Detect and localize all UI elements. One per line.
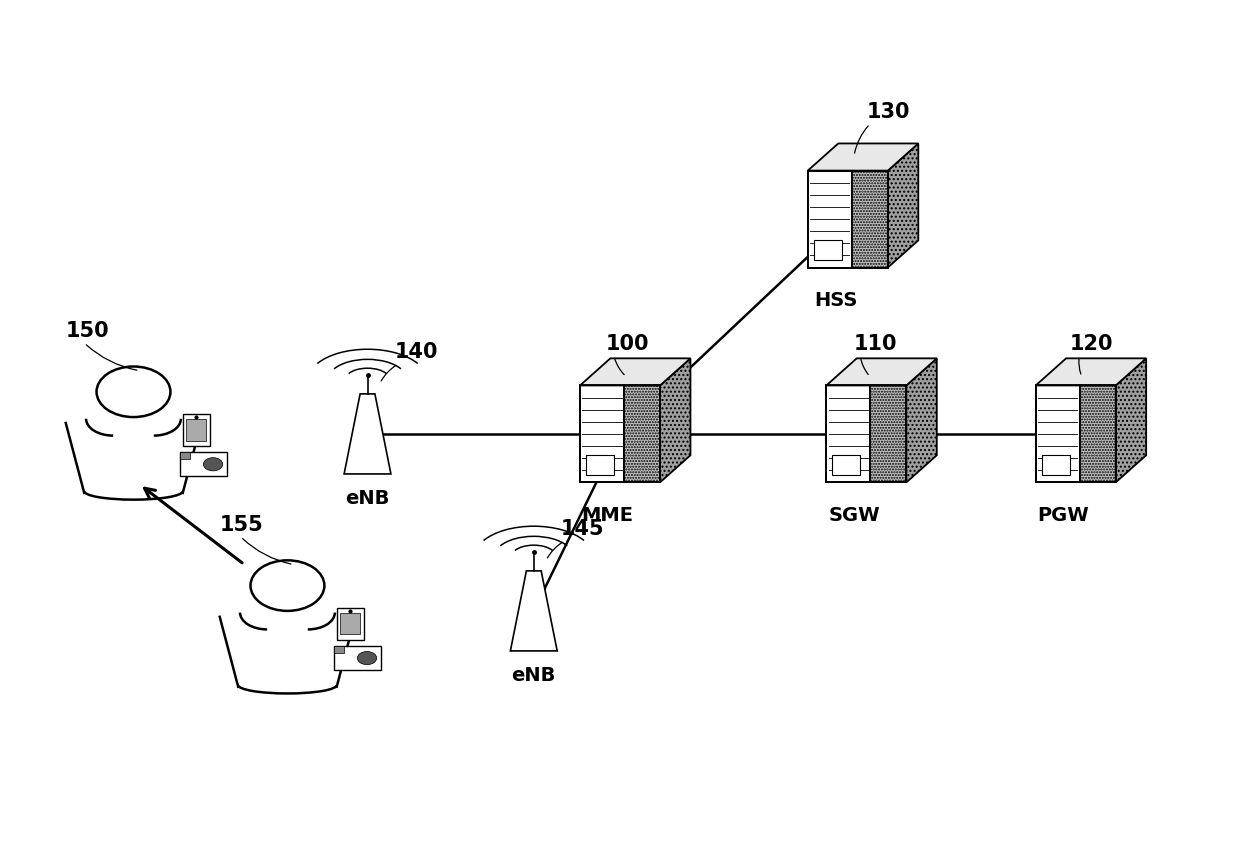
Polygon shape	[852, 170, 888, 267]
Polygon shape	[807, 144, 919, 170]
Polygon shape	[906, 358, 936, 483]
Polygon shape	[826, 358, 936, 386]
Polygon shape	[1035, 386, 1080, 483]
Text: 140: 140	[394, 342, 438, 363]
Polygon shape	[335, 646, 381, 670]
Text: SGW: SGW	[828, 505, 880, 524]
Polygon shape	[826, 386, 870, 483]
Text: PGW: PGW	[1038, 505, 1089, 524]
Text: 145: 145	[560, 519, 605, 540]
Polygon shape	[580, 358, 691, 386]
Polygon shape	[180, 453, 227, 476]
Polygon shape	[813, 240, 842, 260]
Text: eNB: eNB	[512, 665, 556, 685]
Text: 155: 155	[219, 515, 263, 535]
Text: 100: 100	[605, 334, 649, 354]
Polygon shape	[870, 386, 906, 483]
Polygon shape	[511, 571, 557, 651]
Text: 120: 120	[1070, 334, 1114, 354]
Text: HSS: HSS	[813, 291, 857, 310]
Text: 130: 130	[867, 102, 910, 123]
Polygon shape	[337, 608, 363, 640]
Polygon shape	[186, 419, 206, 441]
Text: MME: MME	[582, 505, 634, 524]
Circle shape	[97, 367, 170, 417]
Text: 110: 110	[854, 334, 898, 354]
Polygon shape	[1035, 358, 1146, 386]
Polygon shape	[807, 170, 852, 267]
Polygon shape	[1042, 455, 1070, 475]
Polygon shape	[341, 613, 360, 635]
Polygon shape	[624, 386, 660, 483]
Polygon shape	[182, 414, 210, 446]
Circle shape	[357, 652, 377, 665]
Text: eNB: eNB	[345, 488, 389, 508]
Polygon shape	[587, 455, 614, 475]
Polygon shape	[180, 453, 190, 460]
Circle shape	[250, 560, 325, 611]
Polygon shape	[1116, 358, 1146, 483]
Polygon shape	[345, 394, 391, 474]
Circle shape	[203, 458, 223, 471]
Polygon shape	[1080, 386, 1116, 483]
Polygon shape	[335, 646, 345, 653]
Polygon shape	[660, 358, 691, 483]
Polygon shape	[580, 386, 624, 483]
Polygon shape	[888, 144, 919, 267]
Text: 150: 150	[66, 321, 109, 341]
Polygon shape	[832, 455, 861, 475]
